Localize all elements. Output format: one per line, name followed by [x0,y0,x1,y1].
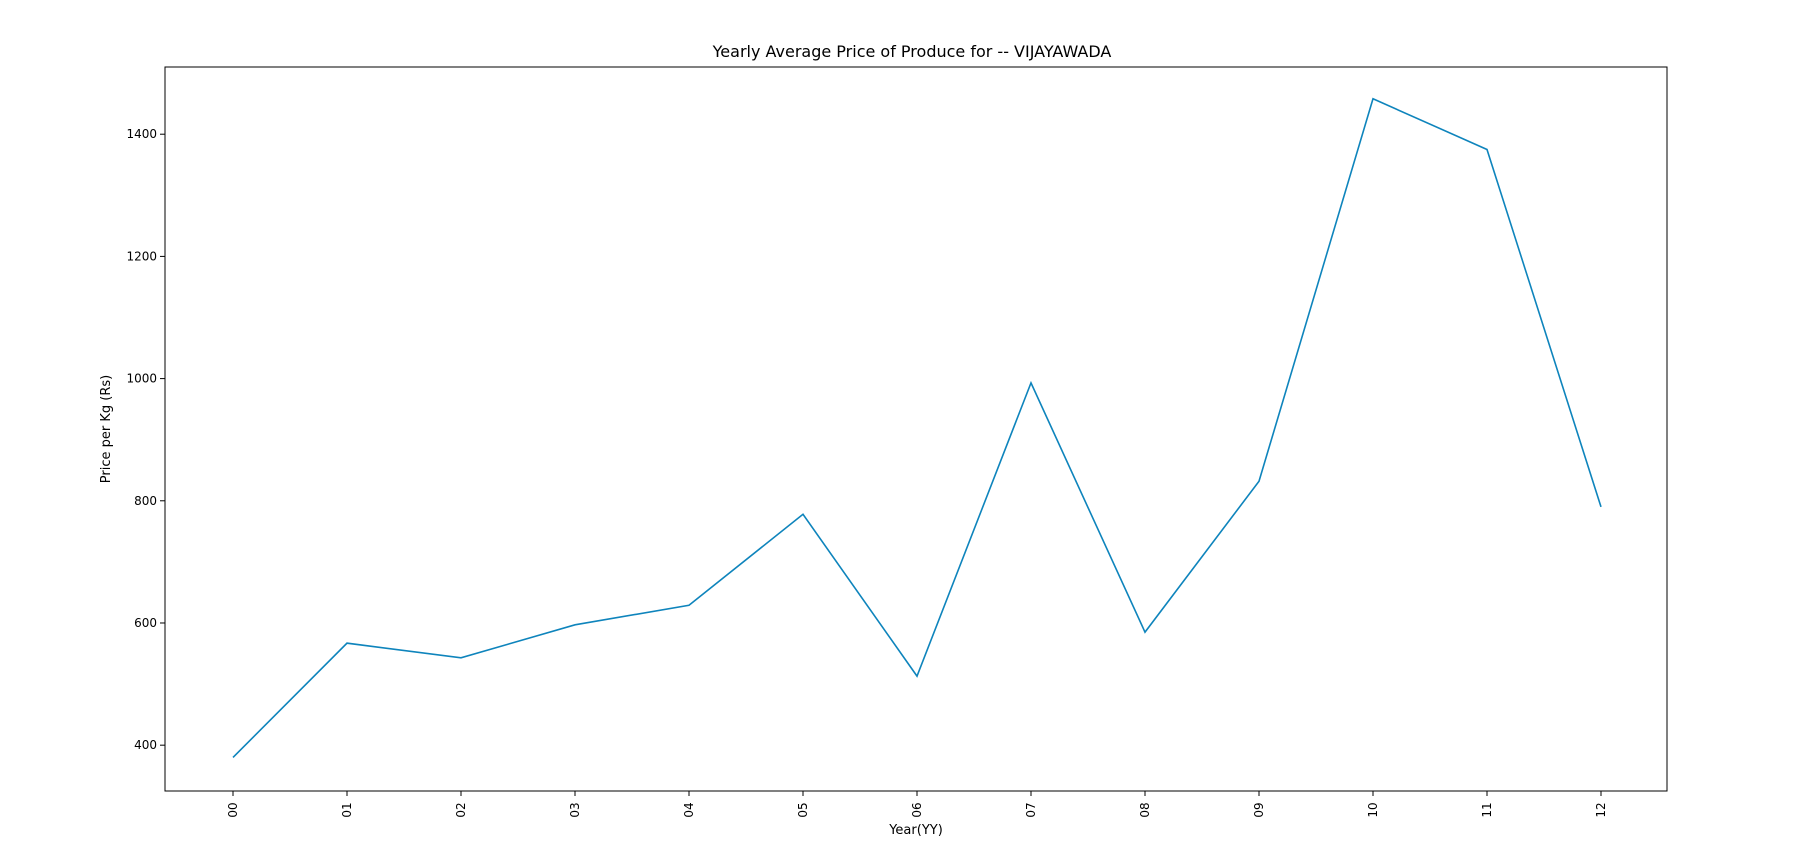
y-tick-label: 1200 [126,249,157,263]
y-axis: 400 600 800 1000 1200 1400 [126,127,165,752]
x-tick-label: 05 [796,802,810,817]
x-tick-label: 04 [682,802,696,817]
chart-title: Yearly Average Price of Produce for -- V… [712,42,1112,61]
x-tick-label: 06 [910,802,924,817]
x-tick-label: 08 [1138,802,1152,817]
x-tick-label: 11 [1480,802,1494,817]
x-tick-label: 00 [226,802,240,817]
y-tick-label: 600 [134,616,157,630]
x-tick-label: 02 [454,802,468,817]
x-axis: 00 01 02 03 04 05 06 07 08 09 10 11 12 [226,791,1608,818]
x-tick-label: 01 [340,802,354,817]
y-tick-label: 1000 [126,372,157,386]
y-tick-label: 1400 [126,127,157,141]
series-line [232,97,1602,758]
x-tick-label: 03 [568,802,582,817]
x-tick-label: 12 [1594,802,1608,817]
y-axis-label: Price per Kg (Rs) [99,375,114,483]
x-tick-label: 10 [1366,802,1380,817]
x-tick-label: 07 [1024,802,1038,817]
y-tick-label: 400 [134,738,157,752]
plot-frame [164,66,1668,792]
x-tick-label: 09 [1252,802,1266,817]
y-tick-label: 800 [134,494,157,508]
x-axis-label: Year(YY) [888,823,943,838]
